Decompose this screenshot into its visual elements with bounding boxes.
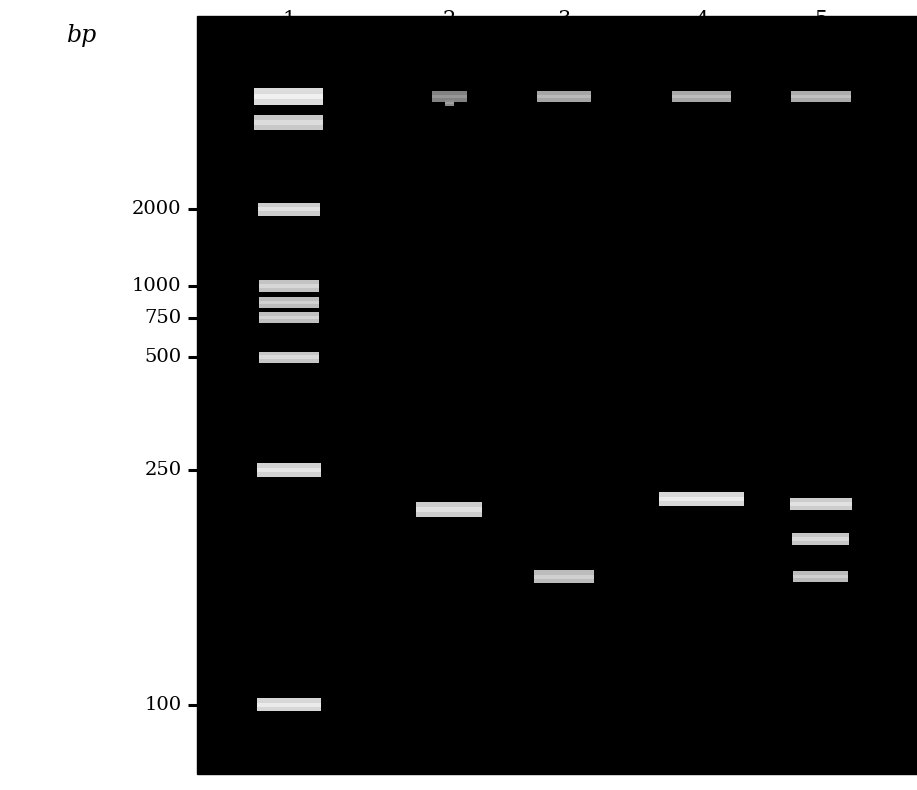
Bar xyxy=(255,115,324,130)
Bar xyxy=(790,498,852,510)
Bar xyxy=(416,507,482,512)
Text: 2: 2 xyxy=(443,10,456,29)
Bar xyxy=(537,91,591,102)
Bar xyxy=(659,492,744,506)
Bar xyxy=(255,120,324,125)
Bar xyxy=(790,502,852,506)
Bar xyxy=(534,570,594,583)
Bar xyxy=(259,297,319,308)
Text: 250: 250 xyxy=(145,461,182,479)
Text: 750: 750 xyxy=(145,309,182,326)
Bar xyxy=(259,280,319,292)
Bar xyxy=(793,575,848,578)
Bar xyxy=(259,284,319,288)
Bar xyxy=(445,100,454,106)
Bar xyxy=(257,703,321,706)
Bar xyxy=(257,463,321,477)
Bar xyxy=(255,94,324,99)
Bar xyxy=(790,95,851,98)
Bar xyxy=(258,208,320,211)
Bar xyxy=(534,575,594,578)
Bar xyxy=(257,468,321,472)
Bar xyxy=(671,91,732,102)
Bar xyxy=(445,102,454,103)
Bar xyxy=(792,537,849,540)
Text: 1: 1 xyxy=(282,10,295,29)
Bar xyxy=(432,91,467,102)
Bar xyxy=(258,203,320,216)
Text: 1000: 1000 xyxy=(132,277,182,295)
Bar xyxy=(259,312,319,323)
Bar xyxy=(793,571,848,582)
Bar xyxy=(416,502,482,517)
Bar xyxy=(257,698,321,711)
Bar xyxy=(255,88,324,105)
Bar xyxy=(259,301,319,304)
Text: 2000: 2000 xyxy=(132,201,182,218)
Bar xyxy=(659,497,744,502)
Text: bp: bp xyxy=(68,24,97,47)
Text: 5: 5 xyxy=(814,10,827,29)
Text: 100: 100 xyxy=(145,696,182,713)
Text: 3: 3 xyxy=(558,10,570,29)
Bar xyxy=(259,316,319,319)
Bar xyxy=(671,95,732,98)
Bar xyxy=(537,95,591,98)
Bar xyxy=(432,95,467,98)
Bar xyxy=(259,356,319,359)
Bar xyxy=(197,16,917,774)
Text: 500: 500 xyxy=(145,348,182,366)
Bar xyxy=(259,352,319,363)
Text: 4: 4 xyxy=(695,10,708,29)
Bar xyxy=(792,533,849,545)
Bar xyxy=(790,91,851,102)
